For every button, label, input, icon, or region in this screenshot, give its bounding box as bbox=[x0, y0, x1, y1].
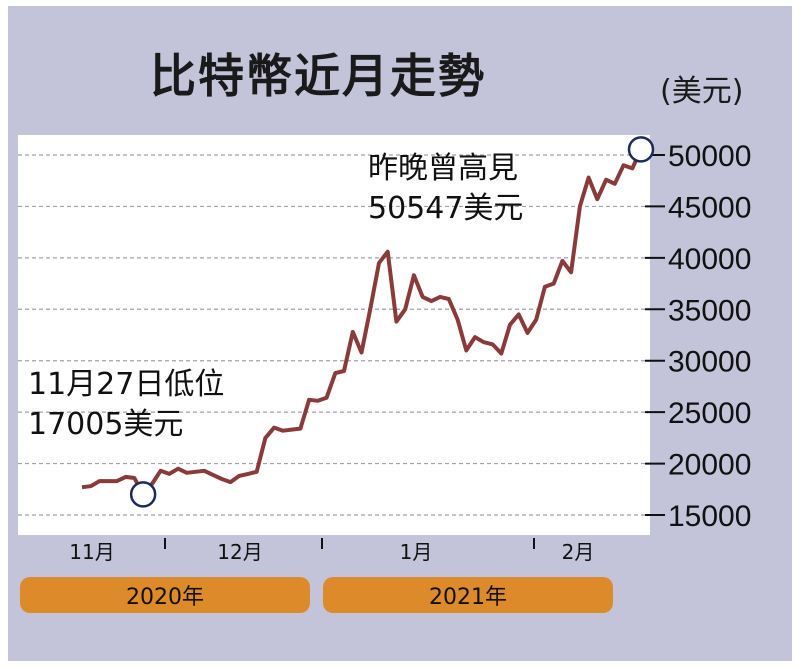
annotation-line: 50547美元 bbox=[368, 191, 523, 226]
y-tick-label: 35000 bbox=[668, 294, 751, 327]
y-tick-label: 20000 bbox=[668, 449, 751, 482]
year-label: 2020年 bbox=[126, 585, 204, 610]
y-tick-label: 25000 bbox=[668, 397, 751, 430]
chart-title: 比特幣近月走勢 bbox=[150, 49, 486, 103]
unit-label: (美元) bbox=[660, 74, 744, 109]
year-label: 2021年 bbox=[429, 585, 507, 610]
annotation-line: 昨晚曾高見 bbox=[368, 151, 518, 186]
year-bar bbox=[20, 577, 310, 613]
annotation-line: 17005美元 bbox=[28, 407, 183, 442]
x-month-label: 1月 bbox=[400, 540, 433, 564]
y-tick-label: 40000 bbox=[668, 243, 751, 276]
year-bar bbox=[323, 577, 613, 613]
plot-area bbox=[18, 135, 650, 535]
x-month-label: 2月 bbox=[562, 540, 595, 564]
y-tick-label: 30000 bbox=[668, 346, 751, 379]
y-tick-label: 50000 bbox=[668, 140, 751, 173]
annotation-line: 11月27日低位 bbox=[28, 367, 224, 402]
y-tick-label: 15000 bbox=[668, 500, 751, 533]
x-month-label: 12月 bbox=[217, 540, 262, 564]
price-series-line bbox=[81, 148, 643, 497]
high-point-marker bbox=[627, 136, 655, 163]
low-point-marker bbox=[129, 481, 157, 508]
x-month-label: 11月 bbox=[69, 540, 114, 564]
y-tick-label: 45000 bbox=[668, 191, 751, 224]
